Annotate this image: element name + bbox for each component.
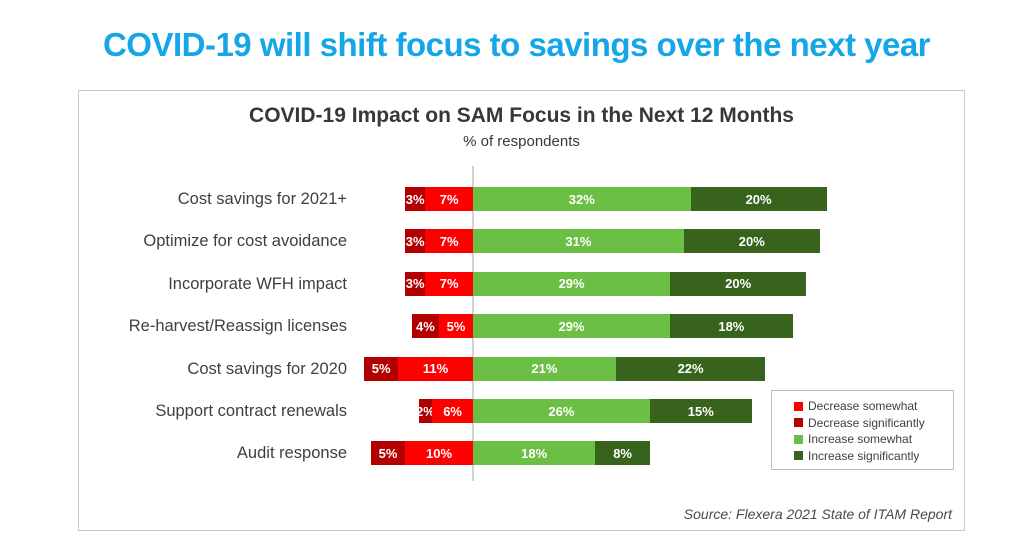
segment-value-label: 2% [416, 403, 435, 419]
bar-row: Cost savings for 2020 5% 11% 21% 22% [79, 356, 966, 381]
bar-segment-increase-significantly: 18% [670, 314, 793, 339]
segment-value-label: 7% [439, 276, 459, 292]
bar-segment-increase-significantly: 20% [670, 271, 807, 296]
bar-segment-decrease-significantly: 5% [364, 356, 399, 381]
bar-row: Audit response 5% 10% 18% 8% [79, 441, 966, 466]
legend-label: Decrease somewhat [808, 399, 918, 414]
bar-row: Re-harvest/Reassign licenses 4% 5% 29% 18% [79, 314, 966, 339]
bar-segment-increase-significantly: 8% [595, 441, 650, 466]
legend-label: Increase significantly [808, 448, 920, 463]
bar-segment-decrease-somewhat: 10% [405, 441, 473, 466]
bar-segment-increase-significantly: 20% [683, 229, 820, 254]
segment-value-label: 5% [446, 318, 466, 334]
segment-value-label: 21% [531, 361, 558, 377]
bar-strip: 5% 10% 18% 8% [371, 441, 650, 466]
bar-segment-increase-somewhat: 26% [472, 399, 650, 423]
legend-swatch-icon [794, 418, 803, 428]
bar-segment-decrease-significantly: 3% [405, 271, 426, 296]
bar-segment-decrease-significantly: 3% [405, 187, 426, 211]
bar-row: Support contract renewals 2% 6% 26% 15% [79, 399, 966, 423]
segment-value-label: 7% [439, 233, 459, 249]
legend-swatch-icon [794, 401, 803, 411]
bar-strip: 5% 11% 21% 22% [364, 356, 766, 381]
segment-value-label: 29% [558, 276, 585, 292]
bar-segment-decrease-somewhat: 11% [398, 356, 473, 381]
chart-container: COVID-19 Impact on SAM Focus in the Next… [78, 90, 965, 531]
legend: Decrease somewhat Decrease significantly I… [771, 390, 954, 470]
segment-value-label: 3% [405, 276, 425, 292]
segment-value-label: 29% [558, 318, 585, 334]
segment-value-label: 31% [565, 233, 592, 249]
bar-segment-decrease-significantly: 5% [371, 441, 405, 466]
category-label: Cost savings for 2020 [187, 359, 347, 378]
bar-segment-decrease-somewhat: 6% [432, 399, 473, 423]
legend-label: Decrease significantly [808, 415, 925, 430]
bar-segment-increase-somewhat: 32% [472, 187, 691, 211]
bar-segment-increase-significantly: 15% [649, 399, 752, 423]
category-label: Optimize for cost avoidance [143, 232, 347, 251]
bar-strip: 3% 7% 31% 20% [405, 229, 820, 254]
bar-segment-decrease-somewhat: 7% [425, 271, 473, 296]
category-label: Cost savings for 2021+ [177, 190, 347, 208]
bar-strip: 3% 7% 32% 20% [405, 187, 827, 211]
legend-item-increase-somewhat: Increase somewhat [794, 431, 953, 448]
segment-value-label: 18% [521, 445, 548, 461]
segment-value-label: 22% [677, 361, 704, 377]
category-label: Support contract renewals [155, 402, 347, 420]
source-note: Source: Flexera 2021 State of ITAM Repor… [683, 506, 952, 522]
segment-value-label: 5% [371, 361, 391, 377]
segment-value-label: 5% [378, 445, 398, 461]
legend-item-decrease-significantly: Decrease significantly [794, 415, 953, 432]
legend-item-decrease-somewhat: Decrease somewhat [794, 398, 953, 415]
segment-value-label: 15% [687, 403, 714, 419]
bar-segment-decrease-somewhat: 7% [425, 229, 473, 254]
bar-segment-increase-significantly: 20% [690, 187, 827, 211]
bar-row: Incorporate WFH impact 3% 7% 29% 20% [79, 271, 966, 296]
segment-value-label: 10% [425, 445, 453, 461]
segment-value-label: 18% [718, 318, 745, 334]
bar-segment-decrease-significantly: 2% [416, 399, 435, 423]
segment-value-label: 8% [613, 445, 632, 461]
segment-value-label: 26% [548, 403, 575, 419]
segment-value-label: 20% [725, 276, 752, 292]
category-label: Audit response [236, 444, 347, 463]
bar-segment-increase-significantly: 22% [615, 356, 766, 381]
bar-segment-increase-somewhat: 29% [472, 271, 671, 296]
chart-subtitle: % of respondents [463, 133, 580, 150]
bar-segment-increase-somewhat: 31% [472, 229, 684, 254]
bar-segment-decrease-significantly: 4% [411, 314, 439, 339]
bar-segment-increase-somewhat: 18% [473, 441, 596, 466]
segment-value-label: 4% [415, 318, 435, 334]
plot-area: Cost savings for 2021+ 3% 7% 32% 20% Optimize… [79, 187, 966, 487]
segment-value-label: 20% [745, 191, 772, 207]
bar-segment-increase-somewhat: 29% [472, 314, 671, 339]
legend-swatch-icon [794, 451, 803, 461]
bar-segment-decrease-somewhat: 5% [438, 314, 473, 339]
segment-value-label: 11% [422, 361, 449, 377]
segment-value-label: 32% [568, 191, 595, 207]
segment-value-label: 3% [405, 233, 425, 249]
bar-row: Cost savings for 2021+ 3% 7% 32% 20% [79, 187, 966, 211]
segment-value-label: 20% [738, 233, 765, 249]
legend-item-increase-significantly: Increase significantly [794, 448, 953, 465]
bar-strip: 3% 7% 29% 20% [405, 271, 807, 296]
bar-segment-increase-somewhat: 21% [472, 356, 616, 381]
legend-label: Increase somewhat [808, 432, 913, 447]
bar-segment-decrease-somewhat: 7% [425, 187, 473, 211]
bar-segment-decrease-significantly: 3% [405, 229, 426, 254]
bar-row: Optimize for cost avoidance 3% 7% 31% 20% [79, 229, 966, 254]
page-title: COVID-19 will shift focus to savings ove… [102, 26, 931, 63]
chart-title: COVID-19 Impact on SAM Focus in the Next… [249, 104, 794, 127]
category-label: Re-harvest/Reassign licenses [128, 317, 347, 336]
segment-value-label: 3% [405, 191, 425, 207]
segment-value-label: 7% [439, 191, 459, 207]
bar-strip: 2% 6% 26% 15% [416, 399, 752, 423]
category-label: Incorporate WFH impact [168, 274, 347, 293]
bar-strip: 4% 5% 29% 18% [411, 314, 793, 339]
legend-swatch-icon [794, 434, 803, 444]
segment-value-label: 6% [443, 403, 462, 419]
